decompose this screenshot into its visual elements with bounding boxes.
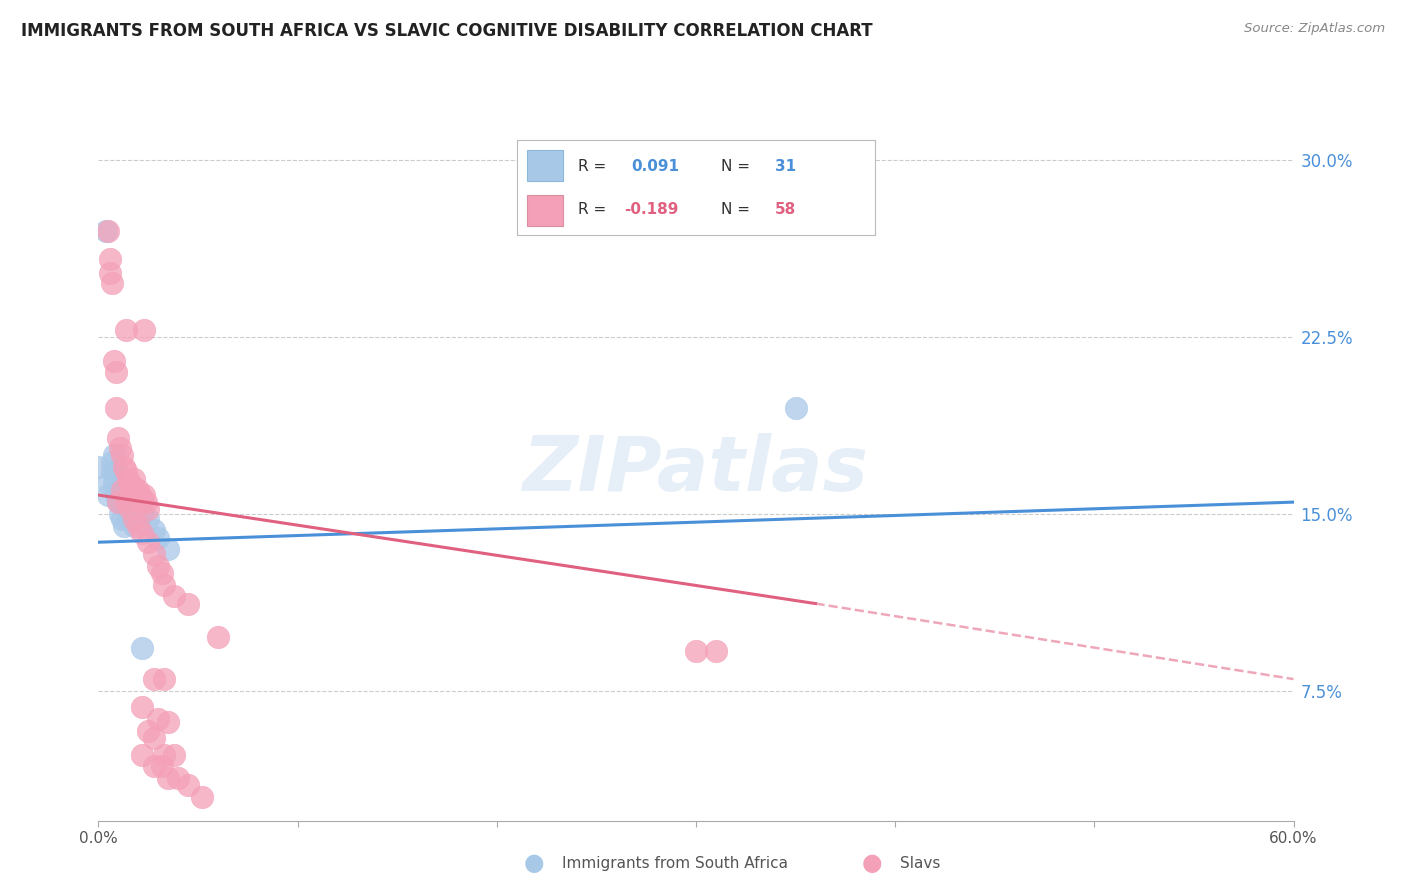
Point bbox=[136, 723, 159, 738]
Point bbox=[131, 747, 153, 762]
Text: IMMIGRANTS FROM SOUTH AFRICA VS SLAVIC COGNITIVE DISABILITY CORRELATION CHART: IMMIGRANTS FROM SOUTH AFRICA VS SLAVIC C… bbox=[21, 22, 873, 40]
Point bbox=[153, 577, 176, 591]
Point bbox=[136, 511, 159, 525]
Point bbox=[120, 511, 142, 525]
Point bbox=[131, 495, 153, 509]
Point bbox=[148, 558, 170, 573]
Point bbox=[117, 478, 139, 492]
Point bbox=[120, 502, 142, 516]
Point bbox=[131, 641, 153, 656]
Point bbox=[103, 448, 125, 462]
Point bbox=[167, 771, 190, 785]
Point bbox=[129, 488, 152, 502]
Point bbox=[134, 488, 156, 502]
Point bbox=[163, 590, 186, 604]
Point bbox=[97, 224, 120, 238]
Point bbox=[163, 747, 186, 762]
Point bbox=[148, 531, 170, 545]
Point bbox=[107, 471, 129, 485]
Point bbox=[143, 547, 166, 561]
Point bbox=[124, 518, 146, 533]
Point bbox=[107, 495, 129, 509]
Point bbox=[143, 759, 166, 773]
Point bbox=[125, 488, 148, 502]
Point bbox=[111, 488, 134, 502]
Point bbox=[105, 488, 128, 502]
Point bbox=[124, 511, 146, 525]
Point bbox=[127, 483, 149, 498]
Point bbox=[112, 459, 135, 474]
Point bbox=[135, 495, 157, 509]
Point bbox=[121, 478, 143, 492]
Point bbox=[101, 455, 124, 469]
Point bbox=[107, 431, 129, 445]
Point bbox=[157, 771, 180, 785]
Point bbox=[124, 471, 146, 485]
Point bbox=[143, 672, 166, 686]
Point bbox=[131, 700, 153, 714]
Point bbox=[97, 488, 120, 502]
Point bbox=[111, 511, 134, 525]
Point bbox=[87, 459, 110, 474]
Point bbox=[110, 483, 132, 498]
Point bbox=[110, 507, 132, 521]
Point bbox=[704, 644, 727, 658]
Point bbox=[127, 518, 149, 533]
Point bbox=[115, 465, 138, 479]
Point bbox=[115, 323, 138, 337]
Point bbox=[120, 478, 142, 492]
Point bbox=[131, 507, 153, 521]
Point bbox=[97, 476, 120, 491]
Point bbox=[121, 488, 143, 502]
Point bbox=[177, 778, 200, 792]
Point bbox=[96, 224, 118, 238]
Point bbox=[112, 518, 135, 533]
Point bbox=[98, 266, 122, 280]
Point bbox=[136, 502, 159, 516]
Point bbox=[103, 476, 125, 491]
Point bbox=[207, 630, 229, 644]
Point bbox=[111, 448, 134, 462]
Text: Slavs: Slavs bbox=[900, 856, 941, 871]
Point bbox=[105, 465, 128, 479]
Point bbox=[153, 672, 176, 686]
Point bbox=[136, 535, 159, 549]
Point bbox=[143, 524, 166, 538]
Point bbox=[150, 566, 173, 580]
Point bbox=[150, 759, 173, 773]
Text: Immigrants from South Africa: Immigrants from South Africa bbox=[562, 856, 789, 871]
Point bbox=[112, 495, 135, 509]
Point bbox=[115, 502, 138, 516]
Text: ZIPatlas: ZIPatlas bbox=[523, 433, 869, 507]
Point bbox=[101, 276, 124, 290]
Point bbox=[134, 323, 156, 337]
Point bbox=[105, 365, 128, 379]
Point bbox=[107, 495, 129, 509]
Point bbox=[110, 441, 132, 455]
Point bbox=[101, 465, 124, 479]
Point bbox=[157, 542, 180, 557]
Text: Source: ZipAtlas.com: Source: ZipAtlas.com bbox=[1244, 22, 1385, 36]
Point bbox=[105, 401, 128, 415]
Point bbox=[143, 731, 166, 745]
Text: ●: ● bbox=[524, 852, 544, 875]
Point bbox=[115, 495, 138, 509]
Point bbox=[157, 714, 180, 729]
Point bbox=[785, 401, 807, 415]
Point bbox=[103, 353, 125, 368]
Text: ●: ● bbox=[862, 852, 882, 875]
Point bbox=[117, 471, 139, 485]
Point bbox=[153, 747, 176, 762]
Point bbox=[191, 790, 214, 805]
Point bbox=[111, 483, 134, 498]
Point bbox=[98, 252, 122, 266]
Point bbox=[148, 712, 170, 726]
Point bbox=[685, 644, 707, 658]
Point bbox=[127, 495, 149, 509]
Point bbox=[131, 525, 153, 540]
Point bbox=[177, 597, 200, 611]
